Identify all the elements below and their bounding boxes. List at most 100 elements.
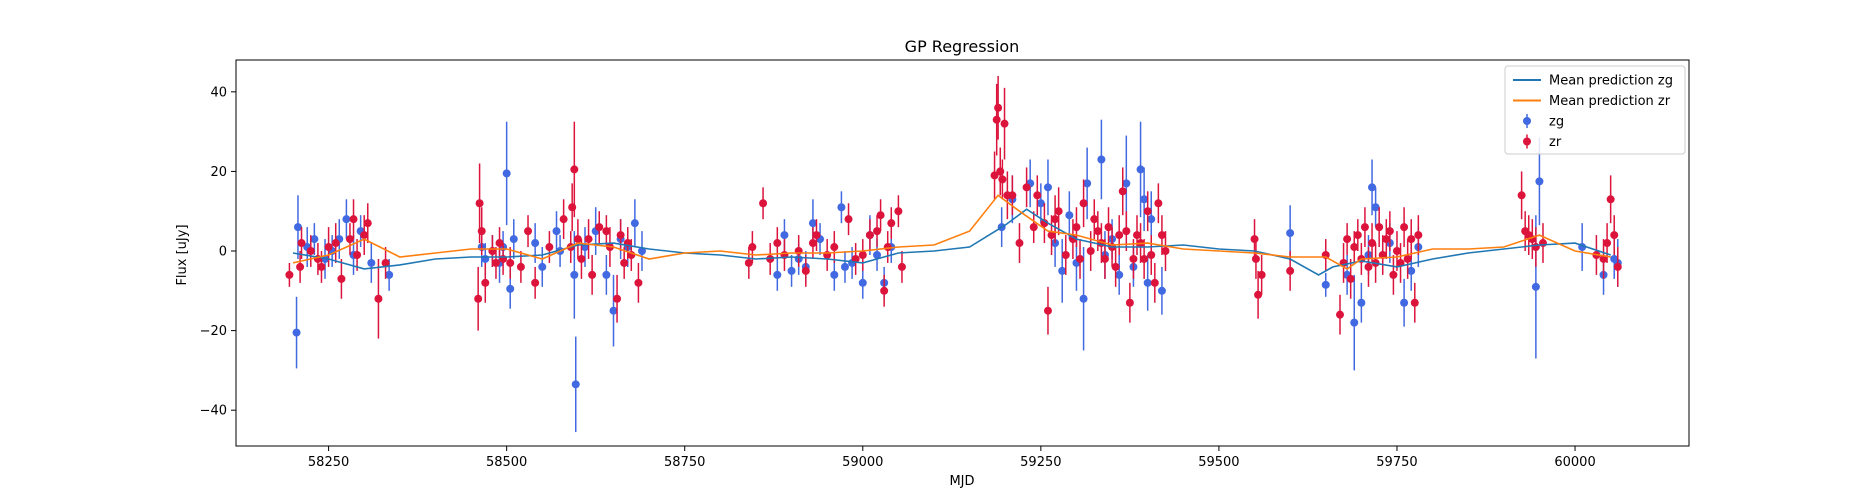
- zg-point: [630, 219, 639, 228]
- legend-label: Mean prediction zr: [1549, 94, 1671, 109]
- zr-point: [1407, 235, 1416, 244]
- zg-point: [1368, 183, 1377, 192]
- zr-point: [1161, 247, 1170, 256]
- zr-point: [1343, 235, 1352, 244]
- zg-point: [1400, 298, 1409, 307]
- zr-point: [873, 227, 882, 236]
- zg-point: [1065, 211, 1074, 220]
- zr-point: [559, 215, 568, 224]
- zr-point: [620, 258, 629, 267]
- zr-point: [573, 235, 582, 244]
- zr-point: [1350, 243, 1359, 252]
- zg-point: [1371, 203, 1380, 212]
- zr-point: [1093, 227, 1102, 236]
- zg-point: [1157, 286, 1166, 295]
- zg-point: [609, 306, 618, 315]
- zr-point: [1051, 215, 1060, 224]
- x-tick-label: 59750: [1376, 455, 1417, 470]
- zg-point: [292, 328, 301, 337]
- zg-point: [502, 169, 511, 178]
- zg-point: [1143, 278, 1152, 287]
- zr-point: [1157, 231, 1166, 240]
- zr-point: [477, 227, 486, 236]
- zr-point: [851, 254, 860, 263]
- legend: Mean prediction zg Mean prediction zr zg zr: [1504, 65, 1686, 155]
- zr-point: [353, 250, 362, 259]
- zr-point: [577, 254, 586, 263]
- zr-point: [1040, 219, 1049, 228]
- zr-point: [1538, 239, 1547, 248]
- x-tick-label: 58500: [486, 455, 527, 470]
- zr-point: [1086, 247, 1095, 256]
- zr-point: [894, 207, 903, 216]
- zg-point: [293, 223, 302, 232]
- zg-point: [571, 380, 580, 389]
- zr-point: [1150, 278, 1159, 287]
- legend-marker-swatch: [1523, 117, 1531, 125]
- x-tick-label: 58250: [308, 455, 349, 470]
- zg-point: [506, 284, 515, 293]
- y-tick-label: 40: [210, 85, 227, 100]
- zr-point: [317, 262, 326, 271]
- zg-point: [481, 254, 490, 263]
- zg-point: [602, 270, 611, 279]
- zg-point: [1140, 195, 1149, 204]
- zr-point: [759, 199, 768, 208]
- zr-point: [1613, 262, 1622, 271]
- zr-point: [531, 278, 540, 287]
- zr-point: [495, 239, 504, 248]
- zg-point: [637, 247, 646, 256]
- zg-point: [1147, 215, 1156, 224]
- zg-point: [787, 266, 796, 275]
- zg-point: [552, 227, 561, 236]
- zr-point: [345, 235, 354, 244]
- zr-point: [349, 215, 358, 224]
- zr-point: [381, 258, 390, 267]
- zr-point: [887, 219, 896, 228]
- zg-point: [342, 215, 351, 224]
- x-tick-label: 60000: [1554, 455, 1595, 470]
- zg-point: [509, 235, 518, 244]
- zr-point: [1029, 223, 1038, 232]
- zr-point: [1140, 254, 1149, 263]
- zr-point: [998, 175, 1007, 184]
- zr-point: [481, 278, 490, 287]
- zr-point: [1008, 191, 1017, 200]
- zr-point: [1335, 310, 1344, 319]
- zr-point: [516, 262, 525, 271]
- y-axis-label: Flux [uJy]: [175, 224, 190, 285]
- zr-point: [1068, 235, 1077, 244]
- zr-point: [1517, 191, 1526, 200]
- zr-point: [506, 258, 515, 267]
- zr-point: [1414, 231, 1423, 240]
- zr-point: [360, 231, 369, 240]
- zr-point: [1346, 274, 1355, 283]
- legend-box: [1504, 65, 1686, 155]
- zr-point: [1118, 187, 1127, 196]
- zg-point: [1321, 280, 1330, 289]
- y-tick-label: −40: [200, 404, 227, 419]
- legend-label: zr: [1549, 135, 1562, 150]
- zg-point: [1058, 266, 1067, 275]
- x-tick-label: 59000: [842, 455, 883, 470]
- zr-point: [1043, 306, 1052, 315]
- legend-marker-swatch: [1523, 137, 1531, 146]
- zr-point: [1076, 254, 1085, 263]
- zr-point: [1368, 239, 1377, 248]
- zr-point: [1147, 250, 1156, 259]
- zr-point: [897, 262, 906, 271]
- zr-point: [801, 266, 810, 275]
- zr-point: [584, 235, 593, 244]
- zr-point: [1133, 231, 1142, 240]
- zr-point: [1606, 195, 1615, 204]
- zr-point: [1531, 243, 1540, 252]
- zr-point: [1403, 254, 1412, 263]
- chart-title: GP Regression: [905, 37, 1020, 56]
- zr-point: [812, 231, 821, 240]
- zg-point: [1531, 282, 1540, 291]
- zr-point: [1353, 231, 1362, 240]
- zr-point: [474, 294, 483, 303]
- zr-point: [773, 239, 782, 248]
- plot-layer: [285, 75, 1622, 433]
